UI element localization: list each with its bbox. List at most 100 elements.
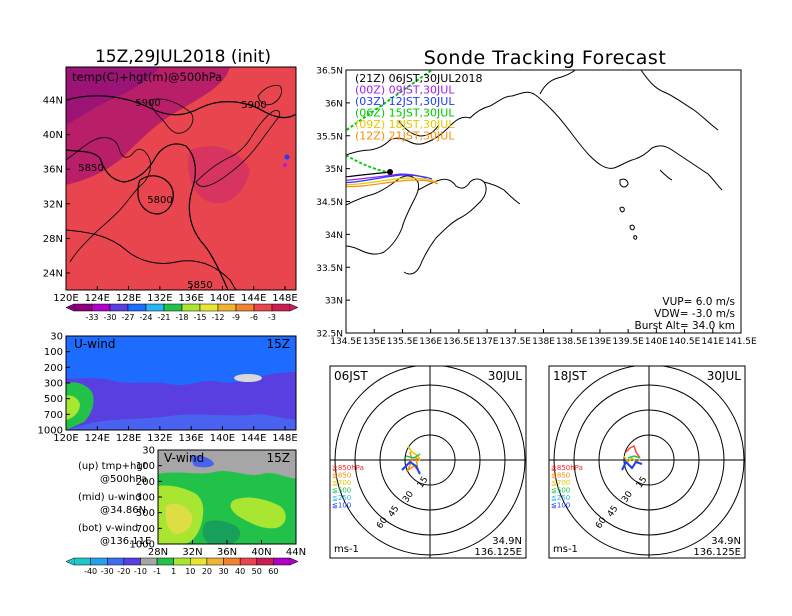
uwind-lon-tick-label: 136E	[178, 433, 203, 444]
temperature-colorbar-arrow	[289, 303, 299, 312]
legend-note-line: (up) tmp+hgt	[78, 461, 147, 472]
temperature-colorbar-label: -33	[85, 313, 98, 322]
wind-colorbar-swatch	[173, 557, 191, 566]
vwind-pressure-tick-label: 300	[136, 493, 155, 504]
vwind-strong-southerly-region	[165, 503, 193, 534]
hodograph-level-legend: ≦700	[332, 479, 351, 487]
track-map-island	[633, 235, 638, 240]
hodograph-level-legend: ≦250	[551, 494, 570, 502]
hodograph-lon: 136.125E	[693, 547, 741, 558]
uwind-lon-tick-label: 140E	[210, 433, 235, 444]
temperature-colorbar-label: -15	[193, 313, 206, 322]
vwind-pressure-tick-label: 100	[136, 461, 155, 472]
hodograph-level-legend: ≦850	[332, 472, 351, 480]
main-title: Sonde Tracking Forecast	[424, 47, 667, 69]
launch-point-marker	[387, 169, 393, 175]
wind-colorbar-label: -10	[134, 567, 147, 576]
track-map-lat-tick-label: 34N	[325, 231, 343, 241]
wind-colorbar-label: 20	[202, 567, 212, 576]
track-map-lon-tick-label: 136.5E	[443, 337, 475, 347]
upper-map-lat-ticks: 44N 40N 36N 32N 28N 24N	[43, 96, 70, 280]
track-map-lon-tick-label: 136E	[419, 337, 442, 347]
hodograph-06jst: 06JST 30JUL34.9N136.125Ems-115304560≧850h…	[329, 365, 527, 559]
descent-speed-text: VDW= -3.0 m/s	[654, 308, 735, 320]
vwind-lat-ticks: 28N 32N 36N 40N 44N	[148, 540, 306, 558]
track-map-coastline	[483, 181, 521, 205]
wind-colorbar-swatch	[73, 557, 91, 566]
hodograph-18jst: 18JST 30JUL34.9N136.125Ems-115304560≧850h…	[548, 365, 746, 559]
wind-colorbar-label: 60	[268, 567, 278, 576]
upper-map-warm-patch	[188, 146, 250, 204]
wind-colorbar-label: 1	[171, 567, 176, 576]
upper-map-lat-tick-label: 28N	[43, 234, 63, 245]
track-map-island	[619, 206, 625, 213]
upper-map-label: temp(C)+hgt(m)@500hPa	[72, 70, 222, 84]
hodograph-level-legend: ≦500	[332, 487, 351, 495]
launch-site-marker	[283, 163, 287, 167]
upper-map-lon-tick-label: 144E	[241, 293, 266, 304]
uwind-upper-band	[66, 336, 296, 358]
launch-time-legend: (21Z) 06JST,30JUL2018(00Z) 09JST,30JUL(0…	[355, 72, 482, 143]
vwind-lat-tick-label: 28N	[148, 547, 168, 558]
uwind-pressure-tick-label: 100	[44, 347, 63, 358]
track-map-lat-tick-label: 36.5N	[316, 67, 343, 77]
contour-label: 5850	[78, 163, 103, 174]
wind-colorbar-label: -1	[153, 567, 161, 576]
upper-map-lon-tick-label: 128E	[116, 293, 141, 304]
hodograph-lat: 34.9N	[711, 536, 741, 547]
track-map-coastline	[539, 70, 577, 95]
uwind-lon-tick-label: 120E	[53, 433, 78, 444]
ascent-speed-text: VUP= 6.0 m/s	[662, 296, 735, 308]
wind-colorbar-swatch	[190, 557, 208, 566]
hodograph-trace-lower	[406, 451, 421, 473]
track-map: (21Z) 06JST,30JUL2018(00Z) 09JST,30JUL(0…	[316, 67, 757, 348]
upper-map: temp(C)+hgt(m)@500hPa 5900 5900 5850 580…	[43, 66, 298, 304]
track-map-lon-tick-label: 141.5E	[725, 337, 757, 347]
track-map-lon-tick-label: 135.5E	[387, 337, 419, 347]
track-map-island	[619, 178, 629, 188]
init-title: 15Z,29JUL2018 (init)	[95, 47, 271, 67]
track-map-coastline	[659, 169, 673, 181]
uwind-pressure-tick-label: 500	[44, 394, 63, 405]
temperature-colorbar-label: -30	[103, 313, 116, 322]
vwind-lat-tick-label: 44N	[286, 547, 306, 558]
upper-map-lat-tick-label: 40N	[43, 130, 63, 141]
hodograph-level-legend: ≦850	[551, 472, 570, 480]
trajectory-12Z	[346, 179, 439, 188]
legend-note-line: @136.11E	[100, 536, 151, 547]
temperature-colorbar-swatch	[127, 303, 147, 312]
track-map-lon-tick-label: 139E	[588, 337, 611, 347]
track-map-coastline	[346, 175, 419, 255]
hodograph-level-legend: ≦500	[551, 487, 570, 495]
vwind-lat-tick-label: 32N	[182, 547, 202, 558]
upper-map-mid-region	[66, 67, 160, 125]
temperature-colorbar-swatch	[109, 303, 129, 312]
upper-map-lon-tick-label: 148E	[272, 293, 297, 304]
track-map-lon-tick-label: 140.5E	[669, 337, 701, 347]
track-map-coastline	[397, 119, 439, 137]
temperature-colorbar-swatch	[145, 303, 165, 312]
trajectory-06Z	[346, 154, 391, 173]
track-map-lat-tick-label: 33N	[325, 297, 343, 307]
burst-altitude-text: Burst Alt= 34.0 km	[635, 320, 735, 332]
track-map-lon-tick-label: 137.5E	[500, 337, 532, 347]
upper-map-contour-5800	[137, 175, 174, 215]
track-map-lat-ticks: 36.5N 36N 35.5N 35N 34.5N 34N 33.5N 33N 32.5N	[316, 67, 350, 340]
temperature-colorbar-label: -21	[157, 313, 170, 322]
hodograph-trace-250	[401, 460, 421, 475]
hodograph-trace-500	[405, 453, 421, 459]
vwind-label: V-wind	[164, 451, 204, 465]
wind-colorbar-swatch	[256, 557, 274, 566]
track-map-lon-ticks: 134.5E 135E 135.5E 136E 136.5E 137E 137.5E 138E…	[330, 329, 757, 347]
uwind-pressure-tick-label: 200	[44, 363, 63, 374]
uwind-lon-tick-label: 128E	[116, 433, 141, 444]
track-map-lon-tick-label: 138.5E	[556, 337, 588, 347]
launch-site-marker	[284, 154, 290, 160]
launch-legend-entry: (21Z) 06JST,30JUL2018	[355, 72, 482, 85]
wind-colorbar-arrow	[289, 557, 299, 566]
temperature-colorbar-swatch	[271, 303, 291, 312]
hodograph-lat: 34.9N	[492, 536, 522, 547]
legend-note-line: (mid) u-wind	[78, 492, 141, 503]
legend-note-line: @500hPa	[100, 474, 147, 485]
